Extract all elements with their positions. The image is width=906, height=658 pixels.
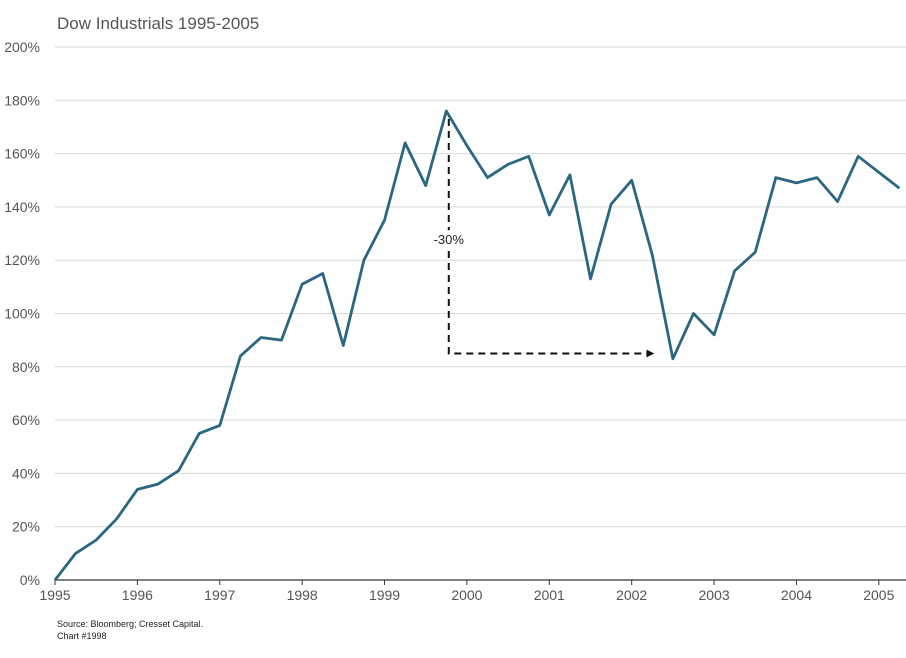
y-tick-label: 120% [4, 252, 40, 268]
x-axis-ticks: 1995 1996 1997 1998 1999 2000 2001 2002 2003 2004… [39, 580, 895, 603]
x-tick-label: 2003 [698, 587, 729, 603]
drawdown-label: -30% [434, 232, 465, 247]
drawdown-arrow [447, 118, 655, 358]
x-tick-label: 2004 [781, 587, 812, 603]
y-tick-label: 60% [12, 412, 40, 428]
y-tick-label: 160% [4, 146, 40, 162]
y-tick-label: 100% [4, 306, 40, 322]
chart-number: Chart #1998 [57, 631, 107, 641]
x-tick-label: 2000 [451, 587, 482, 603]
drawdown-label-background [430, 230, 468, 250]
x-tick-label: 2001 [534, 587, 565, 603]
y-tick-label: 0% [20, 572, 40, 588]
y-axis-ticks: 0% 20% 40% 60% 80% 100% 120% 140% 160% 180% 200% [4, 39, 40, 588]
y-tick-label: 140% [4, 199, 40, 215]
series-line-dow [53, 109, 901, 581]
source-note: Source: Bloomberg; Cresset Capital. [57, 619, 203, 629]
gridlines [55, 46, 906, 528]
y-tick-label: 80% [12, 359, 40, 375]
x-tick-label: 1997 [204, 587, 235, 603]
x-tick-label: 1998 [287, 587, 318, 603]
y-tick-label: 40% [12, 465, 40, 481]
y-tick-label: 180% [4, 92, 40, 108]
x-tick-label: 1996 [122, 587, 153, 603]
x-tick-label: 2002 [616, 587, 647, 603]
x-tick-label: 2005 [863, 587, 894, 603]
chart-title: Dow Industrials 1995-2005 [57, 14, 259, 33]
y-tick-label: 20% [12, 519, 40, 535]
x-tick-label: 1995 [39, 587, 70, 603]
y-tick-label: 200% [4, 39, 40, 55]
x-tick-label: 1999 [369, 587, 400, 603]
drawdown-annotation: -30% [430, 118, 655, 358]
